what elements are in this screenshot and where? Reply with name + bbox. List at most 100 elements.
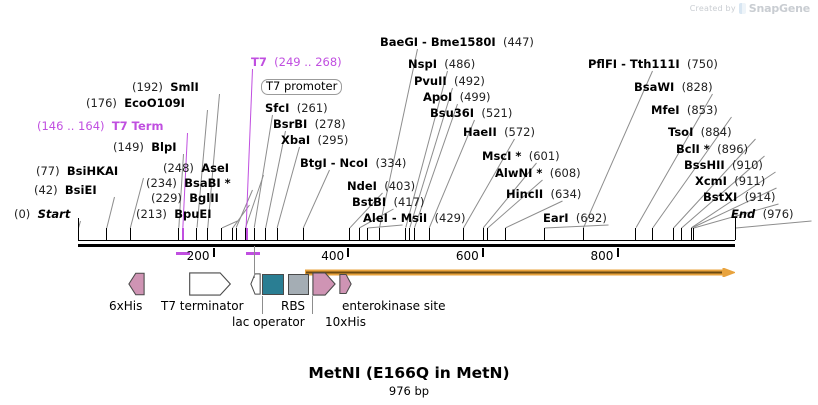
feature-name-t7-promoter[interactable]: T7 promoter: [261, 79, 343, 95]
enzyme-label-msci[interactable]: MscI * (601): [482, 150, 560, 162]
feature-label-t7-terminator[interactable]: T7 terminator: [161, 299, 244, 313]
ruler-label-200: 200: [186, 249, 210, 263]
enzyme-label-bglii[interactable]: (229) BglII: [151, 192, 219, 204]
enzyme-label-blpi[interactable]: (149) BlpI: [113, 141, 176, 153]
enzyme-position: (608): [549, 166, 581, 180]
enzyme-label-bstxi[interactable]: BstXI (914): [703, 191, 776, 203]
enzyme-name: BlpI: [151, 140, 177, 154]
enzyme-position: (884): [700, 125, 732, 139]
enzyme-name: HincII: [506, 187, 544, 201]
enzyme-name: Bsu36I: [430, 106, 475, 120]
feature-enterokinase-site[interactable]: [312, 272, 336, 296]
enzyme-position: (295): [317, 133, 349, 147]
enzyme-label-apoi[interactable]: ApoI (499): [423, 91, 491, 103]
enzyme-label-t7term[interactable]: (146 .. 164) T7 Term: [37, 120, 163, 132]
enzyme-label-bsu36i[interactable]: Bsu36I (521): [430, 107, 512, 119]
enzyme-label-nspi[interactable]: NspI (486): [408, 58, 475, 70]
feature-his10[interactable]: [288, 274, 309, 295]
enzyme-name: AlwNI *: [495, 166, 543, 180]
cut-site-tick-xcmi: [691, 228, 693, 240]
leader-line-pflfi: [582, 70, 653, 229]
feature-his6[interactable]: [128, 272, 145, 296]
enzyme-label-baegi[interactable]: BaeGI - Bme1580I (447): [380, 36, 534, 48]
leader-line-alei_msli: [367, 224, 403, 229]
enzyme-label-bpuei[interactable]: (213) BpuEI: [136, 208, 212, 220]
enzyme-label-start[interactable]: (0) Start: [14, 208, 70, 220]
enzyme-label-end[interactable]: End (976): [731, 208, 794, 220]
cut-site-tick-bsawi: [635, 228, 637, 240]
enzyme-name: AseI: [201, 161, 230, 175]
enzyme-name: AleI - MsiI: [363, 211, 428, 225]
leader-line-sfci: [253, 114, 273, 229]
start-tick: [78, 218, 79, 240]
cut-site-tick-nspi: [405, 228, 407, 240]
feature-label-lac-operator[interactable]: lac operator: [232, 315, 305, 329]
enzyme-label-bstbi[interactable]: BstBI (417): [352, 196, 424, 208]
enzyme-label-asei[interactable]: (248) AseI: [163, 162, 229, 174]
enzyme-label-mfei[interactable]: MfeI (853): [651, 104, 718, 116]
enzyme-name: BclI *: [676, 142, 710, 156]
ruler-tick-800: [616, 248, 619, 257]
feature-cds[interactable]: [304, 262, 737, 278]
enzyme-label-eari[interactable]: EarI (692): [543, 212, 607, 224]
feature-his-tag-2[interactable]: [339, 273, 352, 295]
enzyme-name: MfeI: [651, 103, 680, 117]
snapgene-logo-icon: [738, 3, 746, 14]
feature-label-rbs[interactable]: RBS: [281, 299, 305, 313]
enzyme-label-alwni[interactable]: AlwNI * (608): [495, 167, 581, 179]
backbone-double-strand: [78, 244, 735, 247]
enzyme-label-tsoi[interactable]: TsoI (884): [668, 126, 732, 138]
enzyme-name: TsoI: [668, 125, 694, 139]
enzyme-label-xcmi[interactable]: XcmI (911): [695, 175, 765, 187]
enzyme-position: (853): [686, 103, 718, 117]
leader-line-bsiei: [106, 196, 115, 229]
enzyme-label-bsihkai[interactable]: (77) BsiHKAI: [36, 165, 118, 177]
enzyme-position: (521): [481, 106, 513, 120]
enzyme-label-pflfi[interactable]: PflFI - Tth111I (750): [588, 58, 718, 70]
cut-site-tick-haeii: [463, 228, 465, 240]
feature-label-his10[interactable]: 10xHis: [325, 315, 366, 329]
cut-site-tick-alwni: [487, 228, 489, 240]
enzyme-name: EarI: [543, 211, 569, 225]
cut-site-tick-ecoo109i: [196, 228, 198, 240]
cut-site-tick-eari: [543, 228, 545, 240]
enzyme-label-hincii[interactable]: HincII (634): [506, 188, 581, 200]
enzyme-label-bsiei[interactable]: (42) BsiEI: [34, 184, 97, 196]
feature-t7-terminator[interactable]: [188, 272, 232, 296]
enzyme-position: (229): [151, 191, 182, 205]
enzyme-label-bsabi[interactable]: (234) BsaBI *: [146, 177, 231, 189]
enzyme-name: XcmI: [695, 174, 727, 188]
enzyme-label-ecoo109i[interactable]: (176) EcoO109I: [86, 97, 185, 109]
enzyme-position: (234): [146, 176, 177, 190]
feature-lac-operator[interactable]: [250, 272, 261, 296]
enzyme-label-btgi_ncoi[interactable]: BtgI - NcoI (334): [300, 157, 406, 169]
enzyme-label-bsawi[interactable]: BsaWI (828): [634, 81, 713, 93]
enzyme-label-bsshii[interactable]: BssHII (910): [684, 159, 763, 171]
cut-site-tick-t7term: [182, 228, 185, 240]
enzyme-name: PvuII: [414, 74, 447, 88]
feature-label-his6[interactable]: 6xHis: [109, 299, 143, 313]
feature-stem-10xhis: [312, 296, 313, 314]
enzyme-label-sfci[interactable]: SfcI (261): [265, 102, 328, 114]
enzyme-label-pvuii[interactable]: PvuII (492): [414, 75, 485, 87]
enzyme-label-ndei[interactable]: NdeI (403): [347, 180, 415, 192]
feature-rbs[interactable]: [262, 274, 284, 295]
enzyme-name: BsiEI: [64, 183, 97, 197]
enzyme-name: T7 Term: [111, 119, 164, 133]
enzyme-position: (261): [296, 101, 328, 115]
feature-label-enterokinase-site[interactable]: enterokinase site: [342, 299, 446, 313]
cut-site-tick-bsabi: [235, 228, 237, 240]
enzyme-name: BsaBI *: [184, 176, 231, 190]
enzyme-label-t7prom[interactable]: T7 (249 .. 268): [251, 56, 342, 68]
cut-site-tick-sfci: [253, 228, 255, 240]
cut-site-tick-msci: [482, 228, 484, 240]
enzyme-position: (486): [444, 57, 476, 71]
enzyme-label-bsrbi[interactable]: BsrBI (278): [273, 118, 346, 130]
enzyme-label-alei_msli[interactable]: AleI - MsiI (429): [363, 212, 465, 224]
enzyme-position: (403): [384, 179, 416, 193]
enzyme-position: (417): [393, 195, 425, 209]
enzyme-label-bcli[interactable]: BclI * (896): [676, 143, 748, 155]
enzyme-label-haeii[interactable]: HaeII (572): [463, 126, 535, 138]
enzyme-label-xbai[interactable]: XbaI (295): [281, 134, 348, 146]
enzyme-label-smli[interactable]: (192) SmlI: [132, 81, 199, 93]
